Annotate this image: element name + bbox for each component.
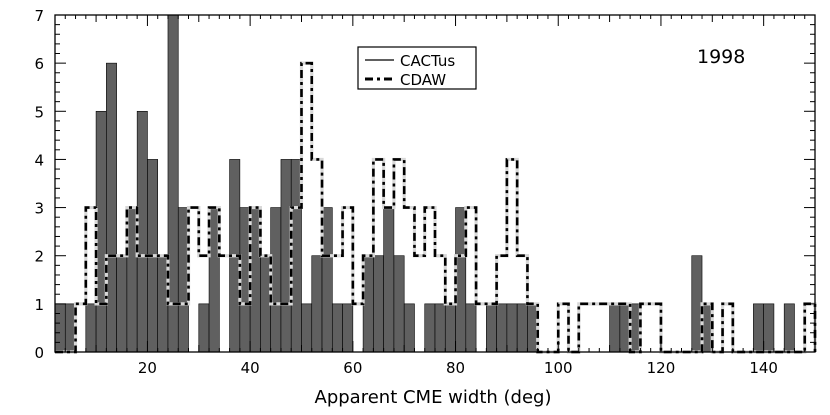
- cactus-bar: [311, 255, 323, 353]
- cactus-bar: [198, 303, 210, 353]
- cactus-bar: [54, 303, 66, 353]
- cactus-bar: [342, 303, 354, 353]
- y-tick-label: 2: [34, 248, 44, 266]
- cactus-bar: [753, 303, 764, 353]
- cactus-bar: [393, 255, 405, 353]
- x-tick-label: 100: [544, 359, 573, 377]
- cactus-bar: [301, 303, 313, 353]
- cactus-bar: [434, 303, 446, 353]
- cactus-bar: [465, 303, 477, 353]
- legend-label-cdaw: CDAW: [400, 71, 446, 89]
- cactus-bar: [506, 303, 518, 353]
- cactus-bar: [373, 255, 384, 353]
- y-tick-label: 7: [34, 7, 44, 25]
- cactus-bar: [116, 255, 128, 353]
- x-tick-label: 60: [343, 359, 362, 377]
- year-annotation: 1998: [697, 46, 745, 68]
- cactus-bar: [444, 303, 456, 353]
- axes: [54, 14, 816, 353]
- y-tick-label: 0: [34, 344, 44, 362]
- x-axis-title: Apparent CME width (deg): [315, 387, 552, 408]
- x-tick-label: 140: [749, 359, 778, 377]
- cactus-bar: [424, 303, 436, 353]
- legend: CACTus CDAW: [357, 46, 477, 90]
- cactus-bar: [783, 303, 795, 353]
- cactus-bar: [106, 62, 117, 353]
- y-tick-label: 3: [34, 200, 44, 218]
- cactus-bar: [516, 303, 528, 353]
- x-tick-label: 40: [241, 359, 260, 377]
- legend-box: [357, 46, 477, 90]
- cactus-bar: [85, 303, 97, 353]
- cactus-bar: [486, 303, 497, 353]
- cactus-bar: [331, 303, 343, 353]
- cactus-bar: [403, 303, 415, 353]
- tick-labels: 20 40 60 80 100 120 140 0 1 2 3 4 5 6 7: [34, 7, 778, 377]
- cactus-bar: [763, 303, 775, 353]
- cactus-bar: [496, 303, 508, 353]
- y-tick-label: 5: [34, 103, 44, 121]
- legend-label-cactus: CACTus: [400, 52, 455, 70]
- y-tick-label: 4: [34, 151, 44, 169]
- x-tick-label: 20: [138, 359, 157, 377]
- cactus-bar: [609, 303, 621, 353]
- y-tick-label: 1: [34, 296, 44, 314]
- x-tick-label: 120: [647, 359, 676, 377]
- cactus-bar: [383, 207, 395, 353]
- x-tick-label: 80: [446, 359, 465, 377]
- y-tick-label: 6: [34, 55, 44, 73]
